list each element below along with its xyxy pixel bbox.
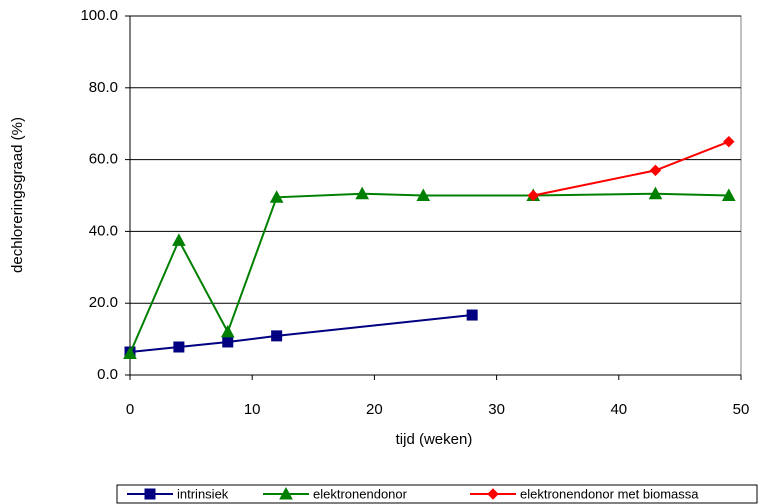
marker bbox=[355, 186, 370, 200]
marker bbox=[271, 330, 283, 342]
y-axis-title: dechloreringsgraad (%) bbox=[9, 117, 26, 273]
x-axis-title: tijd (weken) bbox=[396, 431, 473, 448]
x-tick-label: 30 bbox=[488, 401, 505, 418]
marker bbox=[527, 189, 539, 202]
x-tick-label: 20 bbox=[366, 401, 383, 418]
y-tick-label: 60.0 bbox=[89, 151, 118, 168]
y-tick-label: 20.0 bbox=[89, 294, 118, 311]
marker bbox=[172, 233, 186, 246]
marker bbox=[487, 488, 499, 500]
marker bbox=[648, 186, 663, 200]
marker bbox=[416, 188, 431, 201]
y-tick-label: 40.0 bbox=[89, 222, 118, 239]
marker bbox=[269, 190, 284, 203]
y-tick-label: 80.0 bbox=[89, 79, 118, 96]
marker bbox=[723, 135, 735, 148]
marker bbox=[279, 486, 293, 500]
marker bbox=[144, 488, 156, 500]
marker bbox=[466, 309, 478, 321]
y-tick-label: 0.0 bbox=[97, 366, 118, 383]
legend-label: intrinsiek bbox=[177, 486, 229, 501]
x-tick-label: 0 bbox=[126, 401, 134, 418]
x-tick-label: 40 bbox=[610, 401, 627, 418]
marker bbox=[721, 188, 736, 201]
y-tick-label: 100.0 bbox=[80, 7, 118, 24]
legend-label: elektronendonor bbox=[313, 486, 408, 501]
x-tick-label: 10 bbox=[244, 401, 261, 418]
marker bbox=[222, 336, 234, 348]
x-tick-label: 50 bbox=[733, 401, 750, 418]
marker bbox=[220, 324, 235, 338]
legend-label: elektronendonor met biomassa bbox=[520, 486, 699, 501]
marker bbox=[173, 341, 185, 353]
legend-box bbox=[116, 484, 758, 504]
marker bbox=[649, 164, 662, 177]
marker bbox=[123, 346, 137, 359]
